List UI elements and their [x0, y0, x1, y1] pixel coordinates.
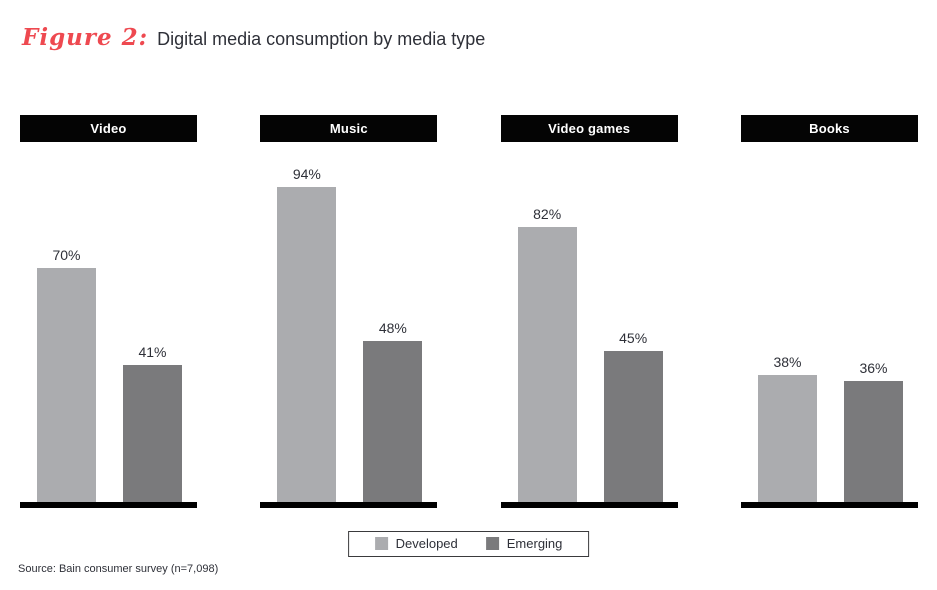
legend-swatch-developed	[374, 537, 388, 550]
bar-area: 38% 36%	[740, 142, 918, 508]
chart-group-video: Video 70% 41%	[20, 115, 197, 508]
legend: Developed Emerging	[347, 531, 590, 557]
category-header: Video games	[500, 115, 678, 142]
chart-groups: Video 70% 41% Music 94% 48% Video games 82…	[20, 115, 918, 508]
bar-value-label: 48%	[378, 320, 407, 337]
bar-area: 70% 41%	[20, 142, 197, 508]
category-header-label: Music	[329, 121, 368, 136]
figure-title: Figure 2: Digital media consumption by m…	[22, 24, 485, 51]
legend-swatch-emerging	[485, 537, 499, 550]
legend-item-emerging: Emerging	[485, 536, 563, 551]
bar-emerging-video-games: 45%	[603, 330, 663, 502]
bar-value-label: 70%	[52, 246, 81, 263]
chart-group-books: Books 38% 36%	[740, 115, 918, 508]
figure-number-label: Figure 2:	[22, 24, 149, 51]
bar-area: 94% 48%	[260, 142, 438, 508]
bar-value-label: 94%	[292, 166, 321, 183]
bar-developed-video-games: 82%	[517, 206, 577, 502]
bar-value-label: 36%	[859, 360, 888, 377]
category-header-label: Video	[90, 121, 127, 136]
legend-label: Emerging	[506, 536, 563, 551]
bar-value-label: 38%	[773, 353, 802, 370]
category-header-label: Video games	[548, 121, 631, 136]
source-note: Source: Bain consumer survey (n=7,098)	[18, 563, 219, 575]
bar-emerging-books: 36%	[843, 360, 903, 502]
bar-developed-video: 70%	[37, 247, 96, 502]
bar-developed-music: 94%	[277, 166, 337, 502]
bar-emerging-video: 41%	[123, 344, 182, 502]
category-header: Video	[20, 115, 197, 142]
bar-value-label: 82%	[533, 206, 562, 223]
category-header: Books	[740, 115, 918, 142]
figure-title-text: Digital media consumption by media type	[157, 29, 486, 49]
legend-item-developed: Developed	[374, 536, 458, 551]
category-header: Music	[260, 115, 438, 142]
chart-group-video-games: Video games 82% 45%	[500, 115, 678, 508]
bar-developed-books: 38%	[757, 354, 817, 502]
bar-emerging-music: 48%	[363, 320, 423, 502]
category-header-label: Books	[809, 121, 850, 136]
bar-area: 82% 45%	[500, 142, 678, 508]
bar-value-label: 41%	[138, 343, 167, 360]
legend-label: Developed	[395, 536, 458, 551]
bar-value-label: 45%	[619, 330, 648, 347]
chart-group-music: Music 94% 48%	[260, 115, 438, 508]
